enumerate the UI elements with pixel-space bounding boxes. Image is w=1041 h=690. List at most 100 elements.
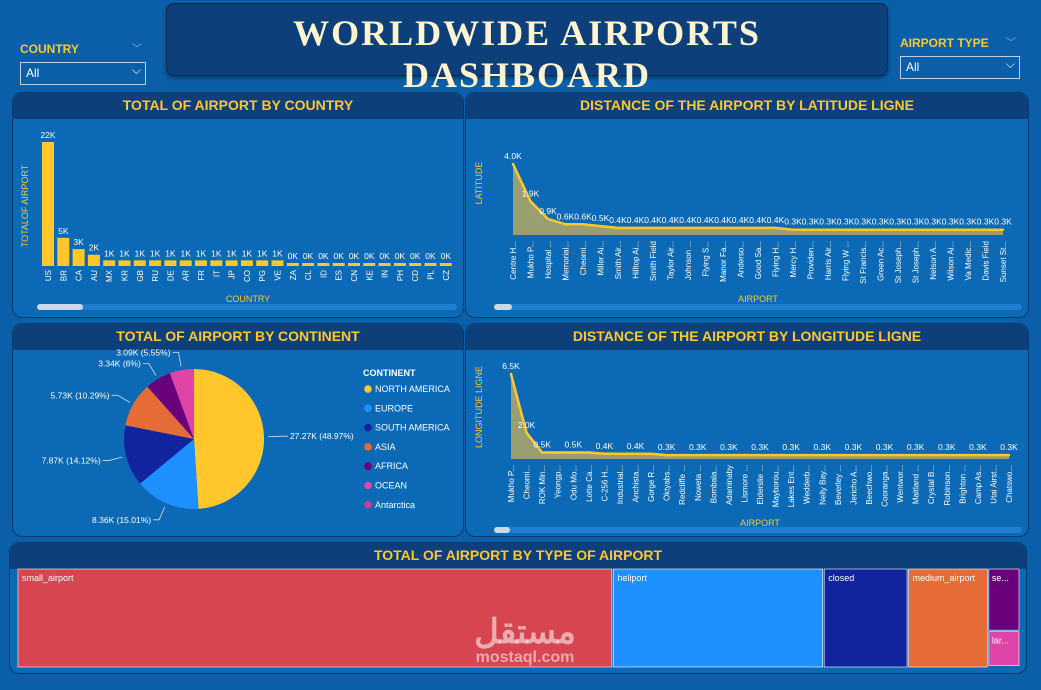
data-label: 0K	[441, 251, 452, 261]
data-label: 0.3K	[845, 442, 863, 452]
treemap-cell-medium_airport	[908, 568, 988, 668]
tick-label: Good Sa...	[754, 241, 763, 279]
tick-label: PL	[427, 269, 436, 279]
dropdown-arrow-icon: ⌵	[131, 63, 141, 77]
data-point	[791, 228, 795, 231]
data-point	[896, 228, 900, 231]
country-scrollbar[interactable]	[37, 304, 457, 310]
data-point	[805, 453, 808, 457]
tick-label: GB	[136, 270, 145, 282]
tick-label: Smith Field	[649, 241, 658, 281]
bar-AU	[87, 254, 100, 266]
pie-slice-north-america	[194, 368, 265, 509]
x-axis-label: AIRPORT	[740, 518, 780, 528]
data-point	[1001, 228, 1005, 231]
data-point	[511, 162, 515, 166]
country-dropdown[interactable]: All ⌵	[20, 62, 146, 85]
tick-label: Hospital ...	[544, 241, 553, 279]
data-label: 0.3K	[720, 442, 738, 452]
data-point	[931, 228, 935, 231]
data-point	[852, 453, 855, 457]
data-label: 0.4K	[679, 215, 697, 225]
chevron-down-icon[interactable]: ﹀	[1006, 38, 1016, 49]
data-point	[704, 226, 707, 230]
data-point	[992, 453, 995, 457]
data-label: 0K	[349, 251, 360, 261]
data-label: 1K	[196, 248, 207, 258]
bar-BR	[57, 237, 70, 266]
bar-AR	[179, 260, 192, 266]
treemap-label: lar...	[992, 636, 1009, 646]
data-label: 0.3K	[784, 217, 802, 227]
bar-DE	[164, 260, 177, 266]
tick-label: Anchista...	[632, 465, 641, 502]
data-label: 0.3K	[872, 217, 890, 227]
pie-slice-europe	[140, 439, 199, 510]
tick-label: Sunset St...	[999, 241, 1008, 282]
tick-label: Chatswo...	[1005, 465, 1014, 503]
tick-label: Flying S...	[702, 241, 711, 277]
data-label: 0.4K	[627, 441, 645, 451]
bar-JP	[225, 260, 238, 266]
data-point	[712, 453, 715, 457]
type-treemap-panel: TOTAL OF AIRPORT BY TYPE OF AIRPORT smal…	[9, 542, 1027, 674]
continent-pie-chart: 27.27K (48.97%) 8.36K (15.01%) 7.87K (14.1…	[42, 347, 450, 524]
legend-item: SOUTH AMERICA	[375, 423, 450, 433]
data-point	[774, 453, 777, 457]
data-label: 0.4K	[627, 215, 645, 225]
data-label: 0K	[288, 251, 299, 261]
data-point	[721, 226, 725, 230]
data-point	[665, 453, 668, 457]
data-point	[743, 453, 746, 457]
data-point	[581, 223, 585, 226]
watermark-latin: mostaql.com	[475, 649, 575, 666]
bar-PG	[256, 260, 269, 266]
data-label: 0.3K	[802, 217, 820, 227]
pie-slice-africa	[147, 373, 194, 439]
chevron-down-icon[interactable]: ﹀	[132, 44, 142, 55]
data-point	[616, 226, 620, 230]
leader-line	[142, 363, 157, 376]
tick-label: Mukho P...	[527, 241, 536, 278]
data-point	[961, 453, 964, 457]
data-label: 0.3K	[751, 442, 769, 452]
country-chart-title: TOTAL OF AIRPORT BY COUNTRY	[13, 93, 463, 119]
treemap-label: closed	[828, 573, 854, 583]
treemap-cell-heliport	[613, 568, 823, 668]
data-label: 1K	[135, 248, 146, 258]
tick-label: Beverley ...	[834, 465, 843, 505]
tick-label: JP	[228, 270, 237, 279]
data-label: 7.87K (14.12%)	[42, 456, 101, 466]
data-label: 1K	[211, 248, 222, 258]
leader-line	[102, 456, 123, 461]
data-label: 0.4K	[697, 215, 715, 225]
data-point	[809, 228, 812, 231]
tick-label: Robinson...	[943, 465, 952, 505]
tick-label: Jericho A...	[849, 465, 858, 505]
data-label: 0.3K	[938, 442, 956, 452]
data-point	[758, 453, 762, 457]
data-point	[599, 224, 602, 228]
data-point	[564, 223, 567, 226]
data-label: 1K	[165, 248, 176, 258]
airport-type-dropdown[interactable]: All ⌵	[900, 56, 1020, 79]
bar-PH	[393, 263, 406, 266]
tick-label: Noweta ...	[694, 465, 703, 501]
data-label: 0.3K	[924, 217, 942, 227]
tick-label: Memorial...	[562, 241, 571, 281]
longitude-scrollbar[interactable]	[494, 527, 1022, 533]
data-label: 0K	[318, 251, 329, 261]
tick-label: Taylor Air...	[667, 241, 676, 280]
tick-label: Lismore ...	[740, 465, 749, 502]
data-label: 0.4K	[609, 215, 627, 225]
data-point	[634, 452, 637, 455]
data-point	[680, 453, 684, 457]
tick-label: DE	[166, 270, 175, 281]
data-label: 0.3K	[942, 217, 960, 227]
tick-label: Cooranga...	[881, 465, 890, 507]
latitude-scrollbar[interactable]	[494, 304, 1022, 310]
tick-label: Centre H...	[509, 241, 518, 280]
data-point	[649, 452, 653, 455]
data-label: 1K	[272, 248, 283, 258]
data-label: 0.3K	[854, 217, 872, 227]
